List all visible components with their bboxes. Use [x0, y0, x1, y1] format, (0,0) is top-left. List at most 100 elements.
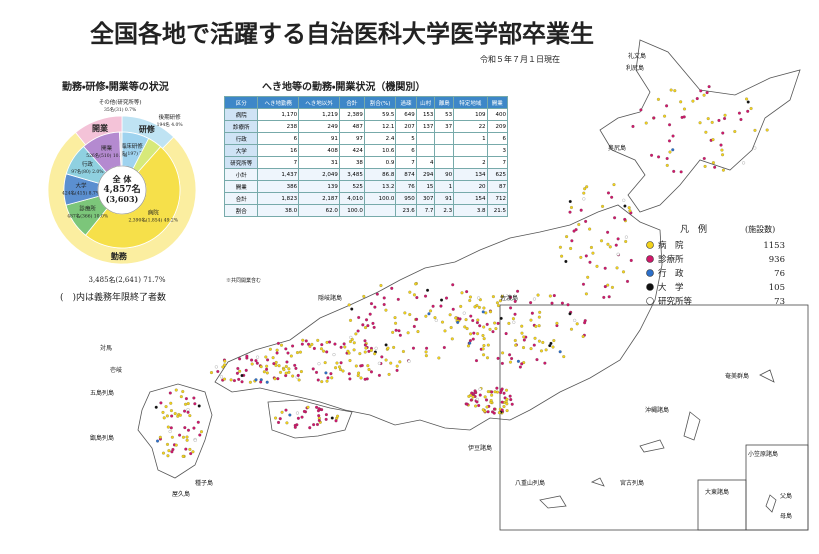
facility-dot	[393, 316, 397, 320]
facility-dot	[509, 306, 513, 310]
facility-dot	[159, 401, 163, 405]
facility-dot	[606, 283, 610, 287]
map-label: 対馬	[100, 344, 112, 352]
table-cell: 12.1	[363, 120, 397, 133]
facility-dot	[508, 360, 512, 364]
table-cell: 21.5	[486, 204, 509, 217]
legend-unit: (施設数)	[745, 224, 775, 234]
table-cell: 1	[453, 132, 488, 145]
facility-dot	[161, 410, 165, 414]
facility-dot	[579, 255, 583, 259]
facility-dot	[266, 358, 270, 362]
facility-dot	[368, 312, 372, 316]
facility-dot	[412, 293, 416, 297]
facility-dot	[485, 356, 489, 360]
facility-dot	[181, 435, 185, 439]
facility-dot	[713, 165, 717, 169]
facility-dot	[537, 324, 541, 328]
facility-dot	[505, 397, 509, 401]
facility-dot	[482, 353, 486, 357]
facility-dot	[379, 284, 383, 288]
facility-dot	[250, 358, 254, 362]
facility-dot	[522, 335, 526, 339]
facility-dot	[468, 339, 472, 343]
facility-dot	[363, 343, 367, 347]
facility-dot	[363, 350, 367, 354]
facility-dot	[315, 370, 319, 374]
table-cell: 2.4	[363, 132, 397, 145]
facility-dot	[164, 405, 168, 409]
facility-dot	[408, 290, 412, 294]
facility-dot	[317, 414, 321, 418]
facility-dot	[490, 390, 494, 394]
facility-dot	[330, 376, 334, 380]
facility-dot	[380, 355, 384, 359]
facility-dot	[221, 365, 225, 369]
facility-dot	[505, 402, 509, 406]
facility-dot	[188, 414, 192, 418]
table-cell: 2.3	[434, 204, 455, 217]
facility-dot	[317, 362, 321, 366]
table-cell: 2,049	[298, 168, 340, 181]
facility-dot	[482, 337, 486, 341]
facility-dot	[294, 366, 298, 370]
hokkaido	[599, 39, 801, 213]
facility-dot	[589, 245, 593, 249]
facility-dot	[300, 415, 304, 419]
facility-dot	[705, 91, 709, 95]
table-header-cell: へき地以外	[298, 96, 340, 109]
facility-dot	[608, 245, 612, 249]
facility-dot	[158, 435, 162, 439]
facility-dot	[223, 359, 227, 363]
facility-dot	[320, 408, 324, 412]
facility-dot	[299, 370, 303, 374]
facility-dot	[462, 311, 466, 315]
facility-dot	[186, 428, 190, 432]
facility-dot	[268, 347, 272, 351]
facility-dot	[749, 106, 753, 110]
facility-dot	[240, 374, 244, 378]
table-cell: 31	[298, 156, 340, 169]
table-cell: 109	[453, 108, 488, 121]
facility-dot	[518, 365, 522, 369]
facility-dot	[481, 408, 485, 412]
facility-dot	[569, 205, 573, 209]
facility-dot	[403, 311, 407, 315]
facility-dot	[359, 376, 363, 380]
facility-dot	[624, 235, 628, 239]
facility-dot	[612, 183, 616, 187]
facility-dot	[492, 407, 496, 411]
facility-dot	[522, 346, 526, 350]
facility-dot	[451, 283, 455, 287]
date: 令和５年７月１日現在	[480, 54, 560, 64]
facility-dot	[185, 435, 189, 439]
facility-dot	[322, 349, 326, 353]
table-cell: 13.2	[363, 180, 397, 193]
facility-dot	[555, 321, 559, 325]
facility-dot	[373, 305, 377, 309]
facility-dot	[582, 191, 586, 195]
table-title: へき地等の勤務・開業状況（機関別）	[262, 80, 425, 93]
facility-dot	[398, 360, 402, 364]
facility-dot	[484, 311, 488, 315]
facility-dot	[489, 310, 493, 314]
facility-dot	[606, 191, 610, 195]
facility-dot	[492, 411, 496, 415]
facility-dot	[166, 425, 170, 429]
facility-dot	[275, 351, 279, 355]
map-label: 隠岐諸島	[318, 294, 342, 302]
pie-label-value: 97名(80) 2.0%	[71, 168, 104, 175]
facility-dot	[575, 322, 579, 326]
facility-dot	[489, 398, 493, 402]
facility-dot	[209, 371, 213, 375]
facility-dot	[568, 199, 572, 203]
facility-dot	[307, 342, 311, 346]
facility-dot	[229, 378, 233, 382]
facility-dot	[504, 332, 508, 336]
facility-dot	[366, 364, 370, 368]
facility-dot	[500, 400, 504, 404]
facility-dot	[174, 443, 178, 447]
facility-dot	[361, 323, 365, 327]
facility-dot	[336, 414, 340, 418]
facility-dot	[507, 321, 511, 325]
